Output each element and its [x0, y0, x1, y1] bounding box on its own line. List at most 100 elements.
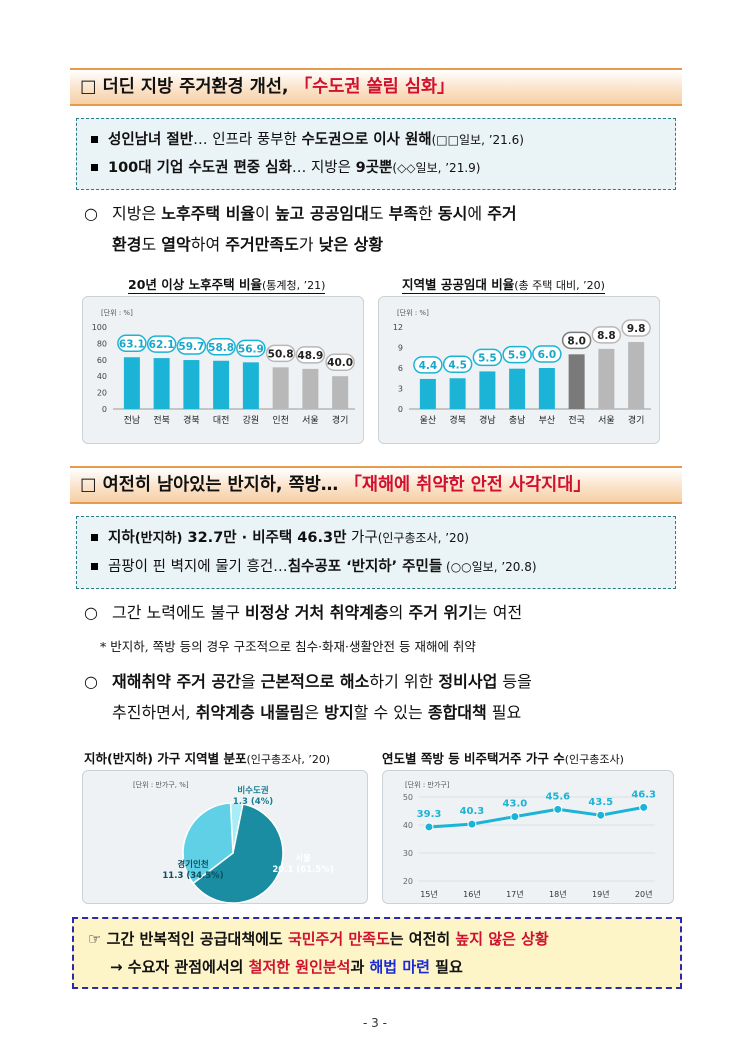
category-label: 경기 [628, 414, 645, 426]
pie-slice [192, 803, 284, 904]
x-tick-label: 20년 [635, 889, 653, 899]
emphasis-text: 낮은 상황 [318, 235, 384, 254]
value-label-pill [502, 345, 532, 364]
news-headline-bold: 지하 [108, 530, 135, 546]
value-label: 56.9 [238, 343, 264, 355]
body-text: 등을 [497, 672, 532, 691]
square-bullet-icon [91, 135, 98, 143]
paragraph-line: 추진하면서, 취약계층 내몰림은 방지할 수 있는 종합대책 필요 [112, 703, 521, 722]
conclusion-text: 과 [350, 958, 370, 976]
conclusion-line: → 수요자 관점에서의 철저한 원인분석과 해법 마련 필요 [88, 953, 666, 981]
square-bullet-icon [91, 163, 98, 171]
news-headline-small: (반지하) [134, 531, 183, 546]
body-text: 이 [255, 204, 275, 223]
category-label: 인천 [272, 415, 289, 426]
circle-marker-icon: ○ [84, 672, 98, 691]
news-item: 성인남녀 절반… 인프라 풍부한 수도권으로 이사 원해(□□일보, ’21.6… [87, 126, 665, 154]
news-headline-bold: 32.7만 · 비주택 46.3만 [182, 530, 347, 546]
circle-marker-icon: ○ [84, 204, 98, 223]
news-item: 지하(반지하) 32.7만 · 비주택 46.3만 가구(인구총조사, ’20) [87, 524, 665, 553]
news-box-2: 지하(반지하) 32.7만 · 비주택 46.3만 가구(인구총조사, ’20)… [76, 516, 676, 589]
chart-public-rental: [단위 : %] 12 9 6 3 0 4.4 울산 4.5 경북 5.5 경남 5.9 충남 6.0 부산 8… [378, 296, 660, 444]
highlight-text: 철저한 원인분석 [248, 958, 351, 976]
emphasis-text: 정비사업 [438, 672, 498, 691]
body-text: 할 수 있는 [353, 703, 428, 722]
chart-unit: [단위 : %] [397, 308, 429, 317]
chart-title-non-housing: 연도별 쪽방 등 비주택거주 가구 수(인구총조사) [382, 748, 624, 767]
body-text: 하여 [190, 235, 226, 254]
paragraph-3: ○ 재해취약 주거 공간을 근본적으로 해소하기 위한 정비사업 등을 추진하면서… [84, 666, 684, 728]
bar [449, 378, 466, 409]
bar-chart-public-rental: [단위 : %] 12 9 6 3 0 4.4 울산 4.5 경북 5.5 경남 5.9 충남 6.0 부산 8… [393, 308, 651, 426]
data-point [596, 810, 606, 820]
value-label-pill [472, 348, 503, 367]
body-text: 가 [298, 235, 319, 254]
chart-title-text: 지역별 공공임대 비율 [402, 277, 515, 292]
y-tick-label: 20 [403, 877, 413, 886]
conclusion-text: 필요 [429, 958, 463, 976]
bar-chart-old-housing: [단위 : %] 100 80 60 40 20 0 63.1 전남 62.1 전북 59.7 경북 58… [92, 308, 355, 426]
value-label: 59.7 [178, 341, 204, 353]
value-label-pill [532, 345, 562, 363]
value-label: 5.5 [478, 352, 497, 364]
body-text: 도 [141, 235, 162, 254]
square-bullet-icon [91, 562, 98, 570]
y-tick-label: 30 [403, 849, 413, 858]
body-text: 는 여전 [472, 603, 523, 622]
chart-source: (인구총조사, ’20) [246, 753, 331, 766]
emphasis-text: 부족 [388, 204, 419, 223]
value-label-pill [176, 337, 207, 355]
news-box-1: 성인남녀 절반… 인프라 풍부한 수도권으로 이사 원해(□□일보, ’21.6… [76, 118, 676, 190]
conclusion-line: ☞ 그간 반복적인 공급대책에도 국민주거 만족도는 여전히 높지 않은 상황 [88, 925, 666, 953]
x-tick-label: 16년 [463, 889, 481, 899]
chart-source: (통계청, ’21) [261, 279, 326, 292]
value-label: 8.0 [567, 335, 586, 347]
news-headline-bold: 9곳뿐 [355, 160, 393, 176]
chart-non-housing: [단위 : 만가구] 50 40 30 20 39.3 15년 40.3 16년 43.0 17년 4… [382, 770, 674, 904]
checkbox-icon: □ [80, 77, 97, 97]
chart-source: (총 주택 대비, ’20) [514, 279, 605, 292]
emphasis-text: 높고 공공임대 [274, 204, 369, 223]
paragraph-1: ○ 지방은 노후주택 비율이 높고 공공임대도 부족한 동시에 주거 환경도 열악… [84, 198, 684, 260]
value-label: 48.9 [297, 350, 323, 362]
value-label: 6.0 [538, 349, 557, 361]
emphasis-text: 노후주택 비율 [161, 204, 256, 223]
value-label-pill [265, 344, 296, 363]
emphasis-text: 근본적으로 해소 [260, 672, 370, 691]
y-tick-label: 100 [92, 323, 107, 332]
slice-value-label: 1.3 (4%) [233, 797, 273, 807]
data-point [639, 802, 649, 812]
news-headline-bold: 침수공포 ‘반지하’ 주민들 [287, 559, 443, 575]
value-label: 43.0 [503, 799, 528, 810]
value-label: 4.5 [448, 359, 467, 371]
news-item: 100대 기업 수도권 편중 심화… 지방은 9곳뿐(◇◇일보, ’21.9) [87, 154, 665, 182]
chart-title-text: 연도별 쪽방 등 비주택거주 가구 수 [382, 751, 565, 766]
body-text: 필요 [486, 703, 522, 722]
slice-value-label: 20.1 (61.5%) [272, 865, 333, 875]
y-tick-label: 40 [403, 821, 413, 830]
body-text: 한 [418, 204, 438, 223]
circle-marker-icon: ○ [84, 603, 98, 622]
page-number: - 3 - [363, 1016, 387, 1030]
news-headline-text: … 지방은 [291, 160, 356, 176]
bar [538, 368, 555, 409]
value-label-pill [117, 334, 147, 353]
bar [123, 357, 140, 409]
category-label: 대전 [213, 415, 230, 426]
value-label: 39.3 [417, 809, 442, 820]
value-label: 5.9 [508, 350, 527, 362]
emphasis-text: 비정상 거처 취약계층 [245, 603, 389, 622]
category-label: 경남 [479, 414, 496, 426]
value-label-pill [442, 355, 473, 373]
section-title-1b: 「수도권 쏠림 심화」 [294, 77, 455, 97]
bar [479, 371, 496, 409]
category-label: 경북 [183, 414, 200, 426]
bar [419, 378, 436, 409]
body-text: 하기 위한 [369, 672, 439, 691]
value-label: 46.3 [631, 789, 656, 800]
slice-label: 서울 [295, 853, 311, 864]
bar [628, 342, 645, 409]
news-headline-text: 곰팡이 핀 벽지에 물기 흥건… [108, 559, 288, 575]
news-source: (□□일보, ’21.6) [431, 133, 524, 147]
